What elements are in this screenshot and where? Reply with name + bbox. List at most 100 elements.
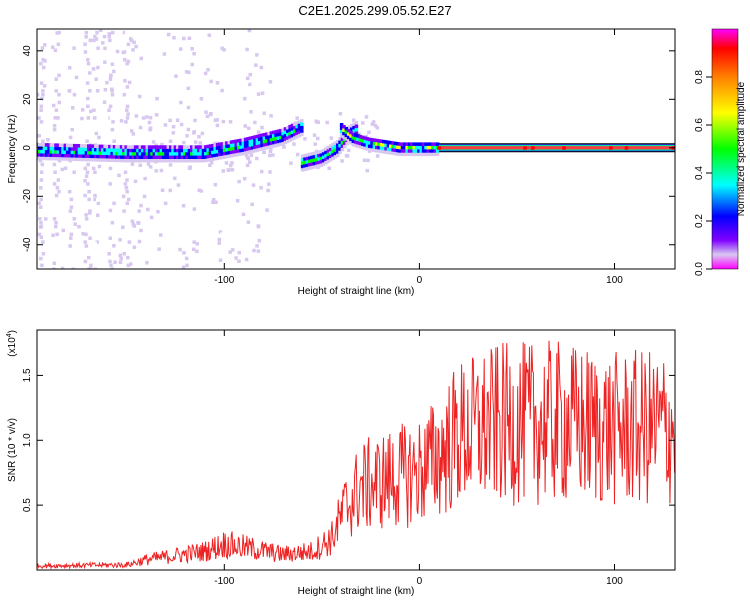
spectrogram-cell (37, 201, 41, 206)
spectrogram-cell (119, 119, 124, 123)
spectrogram-cell (56, 157, 61, 161)
spectrogram-cell (224, 161, 229, 165)
spectrogram-cell (150, 158, 154, 163)
spectrogram-cell (339, 123, 344, 127)
spectrogram-cell (286, 139, 290, 144)
spectrogram-cell (241, 144, 246, 149)
spectrogram-cell (360, 135, 365, 140)
spectrogram-cell (431, 152, 435, 157)
spectrogram-cell (295, 134, 299, 139)
spectrogram-cell (113, 260, 117, 264)
spectrogram-cell (190, 148, 194, 153)
spectrogram-cell (249, 110, 253, 114)
spectrogram-cell (260, 133, 264, 138)
spectrogram-cell (297, 120, 302, 124)
spectrogram-cell (185, 148, 189, 153)
spectrogram-cell (220, 145, 224, 150)
spectrogram-cell (241, 138, 246, 142)
spectrogram-cell (96, 154, 100, 159)
spectrogram-cell (39, 61, 43, 66)
spectrogram-cell (79, 154, 84, 158)
spectrogram-cell (384, 150, 388, 154)
spectrogram-cell (428, 149, 433, 153)
spectrogram-cell (213, 150, 217, 154)
spectrogram-cell (248, 139, 253, 144)
spectrogram-cell (138, 163, 142, 168)
spectrogram-cell (234, 256, 238, 260)
spectrogram-cell (396, 152, 400, 156)
spectrogram-cell (115, 151, 119, 156)
spectrogram-cell (227, 144, 231, 148)
spectrogram-cell (232, 146, 236, 151)
spectrogram-cell (227, 140, 231, 145)
spectrogram-cell (351, 118, 356, 122)
spectrogram-cell (107, 251, 111, 256)
spectrogram-cell (185, 263, 189, 268)
spectrogram-cell (174, 74, 178, 78)
spectrogram-cell (192, 240, 196, 244)
spectrogram-cell (248, 82, 252, 87)
spectrogram-cell (206, 151, 210, 156)
spectrogram-cell (407, 152, 412, 157)
spectrogram-cell (250, 146, 255, 150)
spectrogram-cell (412, 142, 416, 146)
spectrogram-cell (609, 146, 613, 150)
spectrogram-cell (384, 140, 388, 144)
spectrogram-cell (340, 147, 345, 152)
spectrogram-cell (110, 127, 115, 132)
spectrogram-cell (168, 139, 173, 144)
spectrogram-cell (126, 255, 130, 260)
spectrogram-cell (281, 131, 285, 136)
spectrogram-cell (328, 151, 333, 155)
spectrogram-cell (321, 155, 326, 159)
spectrogram-cell (260, 136, 264, 141)
spectrogram-cell (300, 164, 305, 169)
spectrogram-cell (414, 152, 419, 157)
spectrogram-cell (133, 152, 138, 156)
spectrogram-cell (52, 123, 57, 128)
spectrogram-cell (112, 155, 117, 159)
spectrogram-frame (36, 28, 676, 270)
spectrogram-cell (102, 34, 107, 39)
spectrogram-cell (94, 37, 99, 41)
spectrogram-cell (95, 30, 99, 35)
spectrogram-cell (382, 146, 386, 151)
spectrogram-cell (268, 170, 272, 174)
spectrogram-cell (39, 220, 43, 225)
spectrogram-cell (250, 142, 255, 147)
spectrogram-cell (39, 256, 43, 261)
spectrogram-cell (300, 157, 305, 162)
spectrogram-cell (118, 260, 123, 265)
spectrogram-cell (204, 155, 208, 159)
spectrogram-cell (77, 224, 81, 229)
spectrogram-cell (53, 116, 58, 120)
spectrogram-cell (363, 139, 367, 144)
spectrogram-cell (40, 143, 44, 147)
spectrogram-cell (211, 150, 215, 155)
spectrogram-cell (195, 242, 200, 246)
spectrogram-cell (220, 46, 224, 51)
spectrogram-cell (269, 134, 274, 139)
spectrogram-cell (367, 147, 372, 152)
spectrogram-cell (161, 152, 166, 156)
spectrogram-cell (129, 158, 133, 163)
spectrogram-cell (148, 126, 153, 131)
spectrogram-cell (82, 154, 86, 158)
spectrogram-cell (125, 116, 130, 120)
spectrogram-cell (147, 120, 152, 125)
spectrogram-cell (230, 248, 235, 252)
spectrogram-cell (210, 102, 214, 107)
spectrogram-cell (124, 120, 128, 124)
spectrogram-cell (335, 143, 340, 147)
spectrogram-x-ticks: -100 0 100 (214, 29, 623, 286)
spectrogram-cell (94, 131, 99, 136)
spectrogram-cell (82, 225, 87, 230)
spectrogram-cell (187, 166, 192, 170)
spectrogram-cell (340, 159, 344, 163)
spectrogram-cell (228, 163, 233, 168)
spectrogram-cell (127, 80, 132, 85)
spectrogram-cell (382, 150, 386, 154)
spectrogram-cell (67, 65, 72, 70)
spectrogram-cell (377, 139, 381, 143)
